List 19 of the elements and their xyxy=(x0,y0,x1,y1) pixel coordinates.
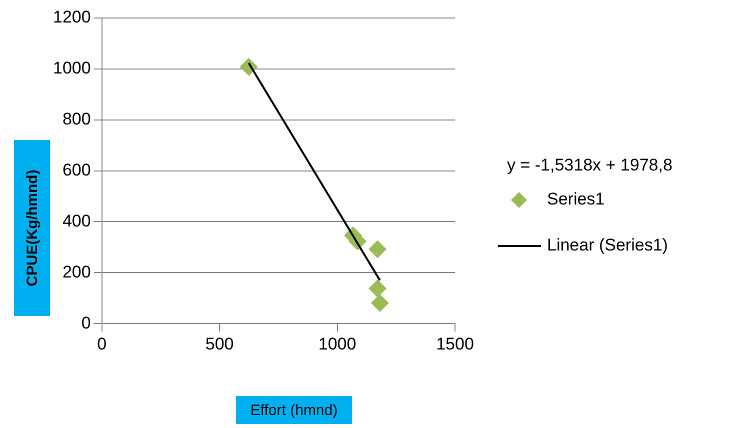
y-tick-label: 0 xyxy=(81,313,91,332)
y-tick-label: 600 xyxy=(62,160,91,180)
text: y = -1,5318x + 1978,8 xyxy=(507,156,672,175)
x-tick-label: 1500 xyxy=(436,334,474,354)
y-tick-label: 800 xyxy=(62,110,91,129)
y-tick-label: 1200 xyxy=(52,8,91,27)
x-tick-label: 500 xyxy=(205,334,234,354)
y-tick-label: 1000 xyxy=(52,58,91,78)
x-tick-label: 1000 xyxy=(318,334,356,354)
x-axis-title: Effort (hmnd) xyxy=(236,396,352,424)
legend-label: Linear (Series1) xyxy=(547,236,668,255)
x-tick-label: 0 xyxy=(97,334,107,354)
y-tick-label: 200 xyxy=(62,262,91,282)
point xyxy=(370,294,389,312)
y-tick-label: 400 xyxy=(62,211,91,230)
y-axis-title: CPUE(Kg/hmnd) xyxy=(14,140,50,316)
point xyxy=(368,240,387,258)
legend-label: Series1 xyxy=(547,190,605,209)
point xyxy=(368,279,387,298)
